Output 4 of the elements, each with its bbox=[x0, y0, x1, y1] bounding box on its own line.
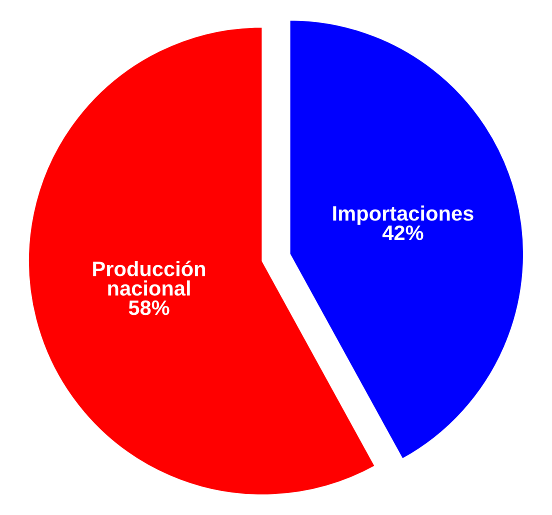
slice-label: Producción nacional bbox=[93, 260, 206, 296]
slice-label: Importaciones bbox=[333, 205, 474, 225]
data-label: 58% bbox=[128, 300, 170, 316]
data-label: 42% bbox=[382, 225, 424, 240]
